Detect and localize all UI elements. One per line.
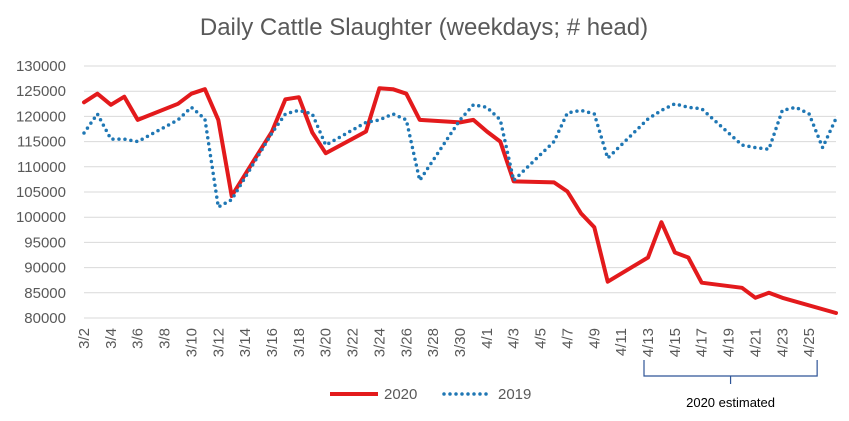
x-tick-label: 3/20	[318, 328, 335, 357]
y-tick-label: 110000	[17, 159, 66, 176]
x-tick-label: 4/19	[721, 328, 738, 357]
y-tick-label: 120000	[16, 108, 66, 125]
y-tick-label: 130000	[16, 58, 66, 75]
x-tick-label: 3/24	[371, 328, 388, 357]
y-tick-label: 90000	[24, 260, 66, 277]
y-tick-label: 80000	[24, 310, 66, 327]
x-tick-label: 4/1	[479, 328, 496, 349]
x-tick-label: 3/28	[425, 328, 442, 357]
x-tick-label: 3/16	[264, 328, 281, 357]
annotation-label: 2020 estimated	[686, 395, 775, 410]
x-tick-label: 4/15	[667, 328, 684, 357]
x-tick-label: 3/22	[345, 328, 362, 357]
y-tick-label: 115000	[17, 134, 66, 151]
x-tick-label: 4/11	[613, 328, 630, 356]
x-tick-label: 3/18	[291, 328, 308, 357]
x-tick-label: 4/9	[586, 328, 603, 349]
x-tick-label: 4/21	[747, 328, 764, 357]
y-tick-label: 85000	[24, 285, 66, 302]
x-tick-label: 4/7	[559, 328, 576, 349]
x-tick-label: 3/4	[103, 328, 120, 349]
series-2019-line	[82, 102, 838, 209]
x-tick-label: 3/26	[398, 328, 415, 357]
y-tick-label: 125000	[16, 83, 66, 100]
x-tick-label: 4/13	[640, 328, 657, 357]
y-tick-label: 95000	[24, 234, 66, 251]
x-tick-label: 4/23	[774, 328, 791, 357]
x-tick-label: 3/14	[237, 328, 254, 357]
legend-label-2020: 2020	[384, 386, 417, 403]
x-tick-label: 3/10	[183, 328, 200, 357]
x-tick-label: 3/8	[157, 328, 174, 349]
x-tick-label: 4/5	[533, 328, 550, 349]
chart-title: Daily Cattle Slaughter (weekdays; # head…	[200, 14, 648, 41]
x-tick-label: 3/12	[210, 328, 227, 357]
annotation-bracket	[643, 360, 818, 384]
x-tick-label: 3/6	[130, 328, 147, 349]
x-tick-label: 3/30	[452, 328, 469, 357]
x-tick-label: 4/3	[506, 328, 523, 349]
x-tick-label: 4/25	[801, 328, 818, 357]
x-tick-label: 3/2	[76, 328, 93, 349]
y-tick-label: 105000	[16, 184, 66, 201]
legend-label-2019: 2019	[498, 386, 531, 403]
x-tick-label: 4/17	[694, 328, 711, 357]
y-tick-label: 100000	[16, 209, 66, 226]
series-2020-line	[82, 86, 838, 315]
